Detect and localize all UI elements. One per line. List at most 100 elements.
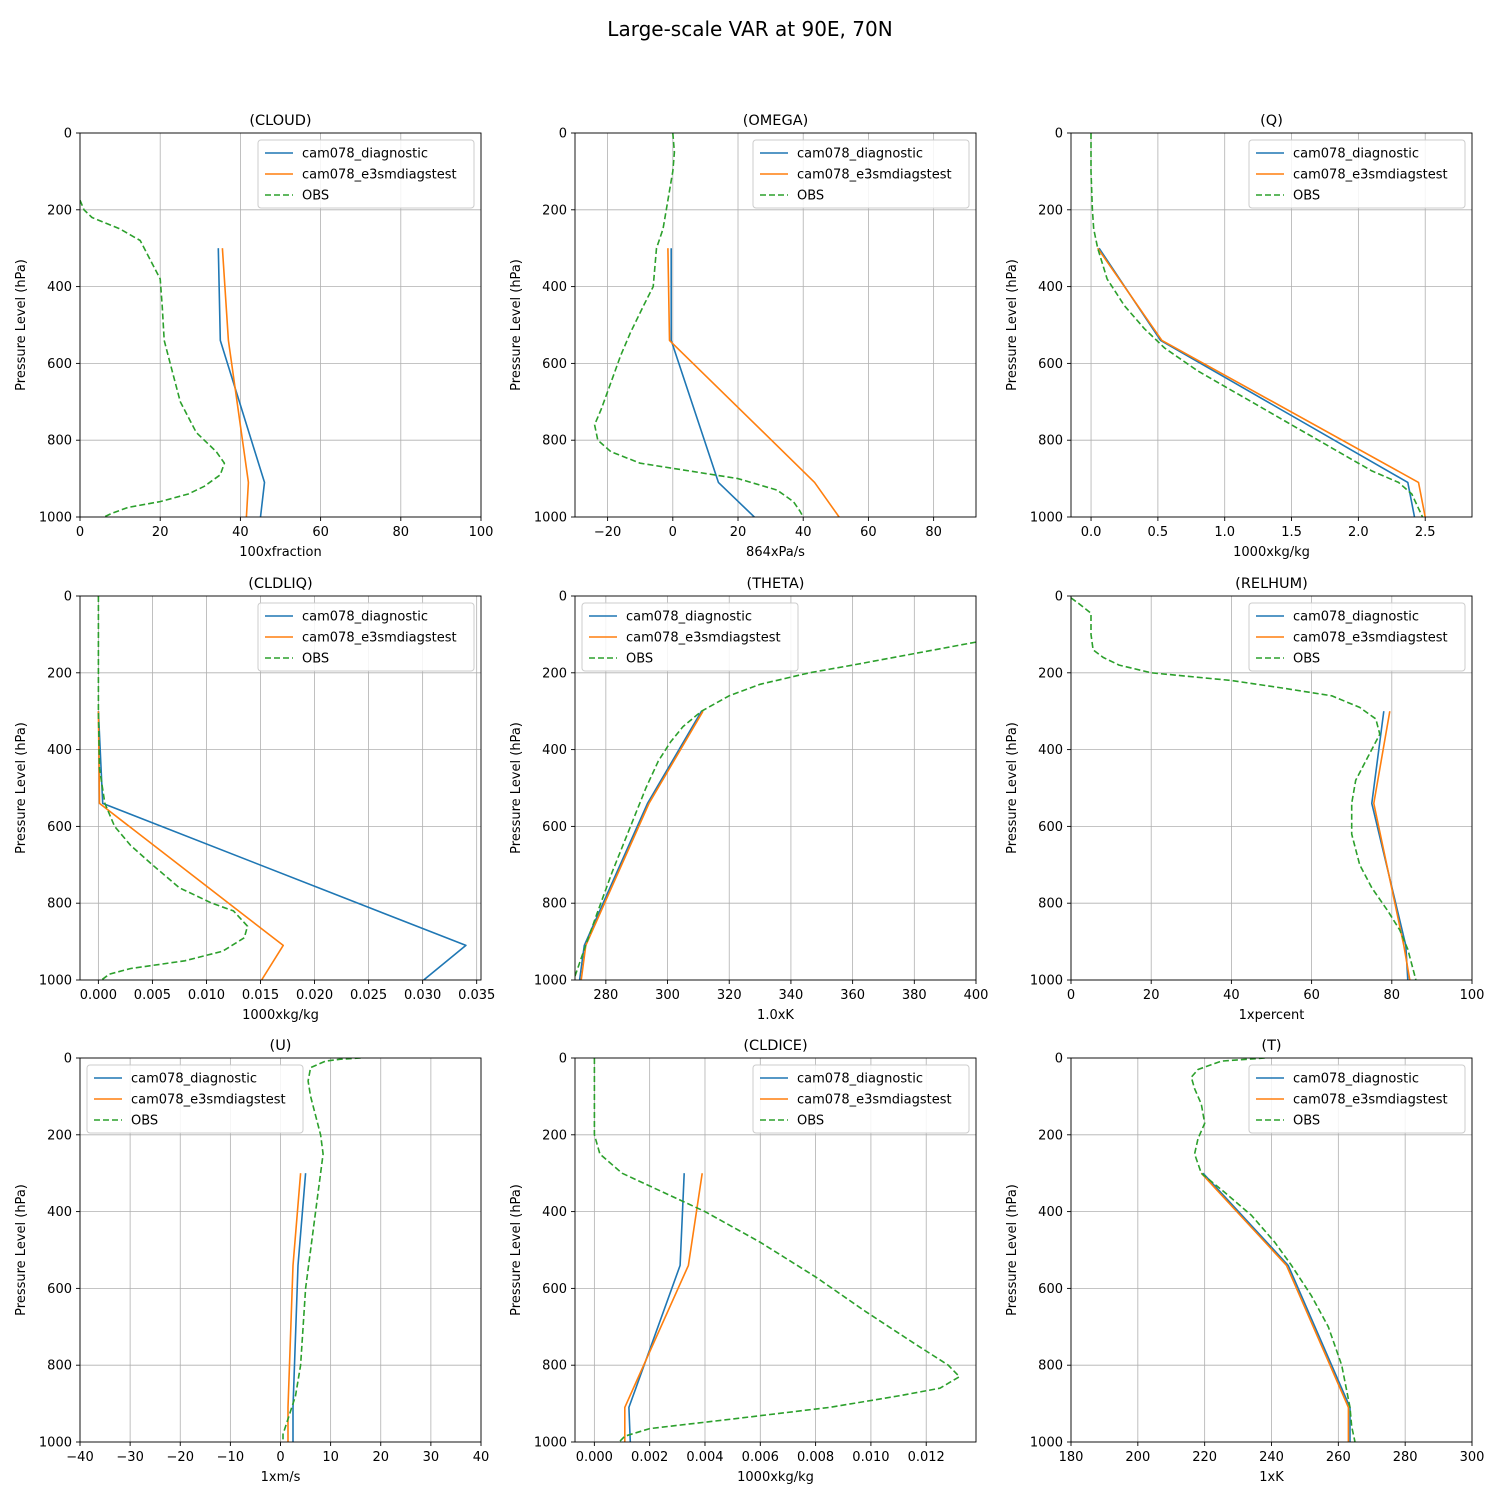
subplot-title: (CLDICE) — [743, 1038, 807, 1054]
legend: cam078_diagnostic cam078_e3smdiagstest OBS — [752, 1064, 970, 1134]
axes-frame — [574, 1057, 977, 1443]
y-tick-label: 800 — [47, 1359, 72, 1374]
series-line-cam078_e3smdiagstest — [580, 710, 704, 980]
series-line-cam078_diagnostic — [670, 248, 755, 517]
y-tick-label: 0 — [64, 590, 72, 605]
y-tick-label: 200 — [1038, 1128, 1063, 1143]
subplot-title: (CLDLIQ) — [248, 576, 312, 592]
legend-box — [86, 1064, 304, 1134]
y-tick-label: 0 — [559, 127, 567, 142]
x-tick-label: 60 — [860, 525, 877, 540]
legend-label: cam078_diagnostic — [1293, 147, 1419, 162]
y-tick-label: 800 — [47, 897, 72, 912]
series-line-cam078_e3smdiagstest — [667, 248, 840, 517]
x-axis-label: 1000xkg/kg — [737, 1470, 814, 1485]
x-tick-label: 80 — [1384, 988, 1401, 1003]
subplot-q: 0.0 0.5 1.0 1.5 2.0 2.5 0 200 400 600 800 1000 (Q) 10… — [1005, 113, 1473, 560]
x-tick-label: 0.025 — [350, 988, 387, 1003]
legend-label: cam078_diagnostic — [797, 147, 923, 162]
subplot-u: −40 −30 −20 −10 0 10 20 30 4002004006008001000(U… — [14, 1038, 489, 1485]
subplot-title: (RELHUM) — [1235, 576, 1308, 592]
x-tick-label: 20 — [1143, 988, 1160, 1003]
legend-label: cam078_e3smdiagstest — [302, 168, 457, 183]
y-tick-label: 200 — [47, 1128, 72, 1143]
x-tick-label: 280 — [1393, 1450, 1418, 1465]
subplot-title: (THETA) — [747, 576, 805, 592]
x-tick-label: 300 — [655, 988, 680, 1003]
y-tick-label: 800 — [47, 434, 72, 449]
y-tick-label: 600 — [542, 1282, 567, 1297]
legend-label: cam078_e3smdiagstest — [797, 168, 952, 183]
series-group — [1071, 597, 1417, 980]
y-tick-label: 0 — [64, 1052, 72, 1067]
x-tick-label: 0.012 — [908, 1450, 945, 1465]
subplot-cldice: 0.000 0.002 0.004 0.006 0.008 0.010 0.012 0 200 4… — [509, 1038, 977, 1485]
x-tick-label: −20 — [167, 1450, 194, 1465]
y-tick-label: 800 — [1038, 434, 1063, 449]
series-line-obs — [282, 1058, 361, 1442]
y-axis-label: Pressure Level (hPa) — [1005, 722, 1020, 854]
legend-label: OBS — [131, 1114, 158, 1129]
y-tick-label: 1000 — [39, 1436, 72, 1451]
y-tick-label: 1000 — [1030, 511, 1063, 526]
series-line-cam078_e3smdiagstest — [1200, 1172, 1350, 1442]
y-axis-label: Pressure Level (hPa) — [509, 722, 524, 854]
x-tick-label: 40 — [232, 525, 249, 540]
x-tick-label: 280 — [593, 988, 618, 1003]
y-tick-label: 1000 — [1030, 974, 1063, 989]
series-group — [593, 1058, 961, 1442]
subplot-cldliq: 0.000 0.005 0.010 0.015 0.020 0.025 0.030 0.035… — [14, 576, 495, 1023]
subplot-title: (OMEGA) — [743, 113, 809, 129]
series-group — [575, 641, 976, 980]
x-tick-label: 240 — [1259, 1450, 1284, 1465]
x-tick-label: 0.015 — [242, 988, 279, 1003]
legend-box — [1248, 1064, 1466, 1134]
series-line-obs — [97, 596, 249, 980]
series-line-obs — [1190, 1058, 1356, 1442]
series-line-cam078_e3smdiagstest — [1373, 711, 1411, 980]
y-tick-label: 1000 — [1030, 1436, 1063, 1451]
y-tick-label: 600 — [1038, 357, 1063, 372]
series-group — [1090, 133, 1426, 517]
y-tick-label: 600 — [47, 1282, 72, 1297]
axes-frame — [79, 595, 482, 981]
legend-label: cam078_e3smdiagstest — [1293, 168, 1448, 183]
x-tick-label: 100 — [1460, 988, 1485, 1003]
x-tick-label: −30 — [116, 1450, 143, 1465]
x-tick-label: 1.0 — [1214, 525, 1235, 540]
x-tick-label: 0.008 — [797, 1450, 834, 1465]
y-tick-label: 600 — [47, 357, 72, 372]
y-tick-label: 1000 — [39, 511, 72, 526]
x-tick-label: 0.010 — [188, 988, 225, 1003]
x-tick-label: 80 — [925, 525, 942, 540]
x-tick-label: 20 — [730, 525, 747, 540]
x-axis-label: 864xPa/s — [746, 545, 805, 560]
legend-box — [1248, 139, 1466, 209]
y-tick-label: 400 — [47, 280, 72, 295]
y-axis-label: Pressure Level (hPa) — [509, 259, 524, 391]
x-tick-label: 0.005 — [134, 988, 171, 1003]
y-tick-label: 1000 — [534, 974, 567, 989]
series-line-cam078_diagnostic — [628, 1173, 685, 1442]
legend-label: OBS — [1293, 1114, 1320, 1129]
x-tick-label: 0.000 — [80, 988, 117, 1003]
y-tick-label: 200 — [47, 203, 72, 218]
series-line-obs — [1090, 133, 1424, 517]
y-tick-label: 1000 — [39, 974, 72, 989]
subplot-cloud: 0 20 40 60 80 10002004006008001000(CLOUD)100x… — [14, 113, 493, 560]
y-axis-label: Pressure Level (hPa) — [509, 1184, 524, 1316]
series-group — [80, 199, 266, 517]
y-tick-label: 400 — [1038, 280, 1063, 295]
x-axis-label: 1.0xK — [757, 1008, 794, 1023]
legend-label: OBS — [797, 189, 824, 204]
y-axis-label: Pressure Level (hPa) — [1005, 259, 1020, 391]
x-tick-label: 0.035 — [458, 988, 495, 1003]
subplot-omega: −20 0 20 40 60 8002004006008001000(OMEGA)864x… — [509, 113, 977, 560]
figure-title: Large-scale VAR at 90E, 70N — [607, 17, 892, 41]
series-line-obs — [593, 1058, 961, 1442]
y-tick-label: 600 — [542, 820, 567, 835]
legend-label: cam078_e3smdiagstest — [131, 1093, 286, 1108]
series-line-cam078_e3smdiagstest — [623, 1173, 703, 1442]
y-tick-label: 0 — [1055, 590, 1063, 605]
